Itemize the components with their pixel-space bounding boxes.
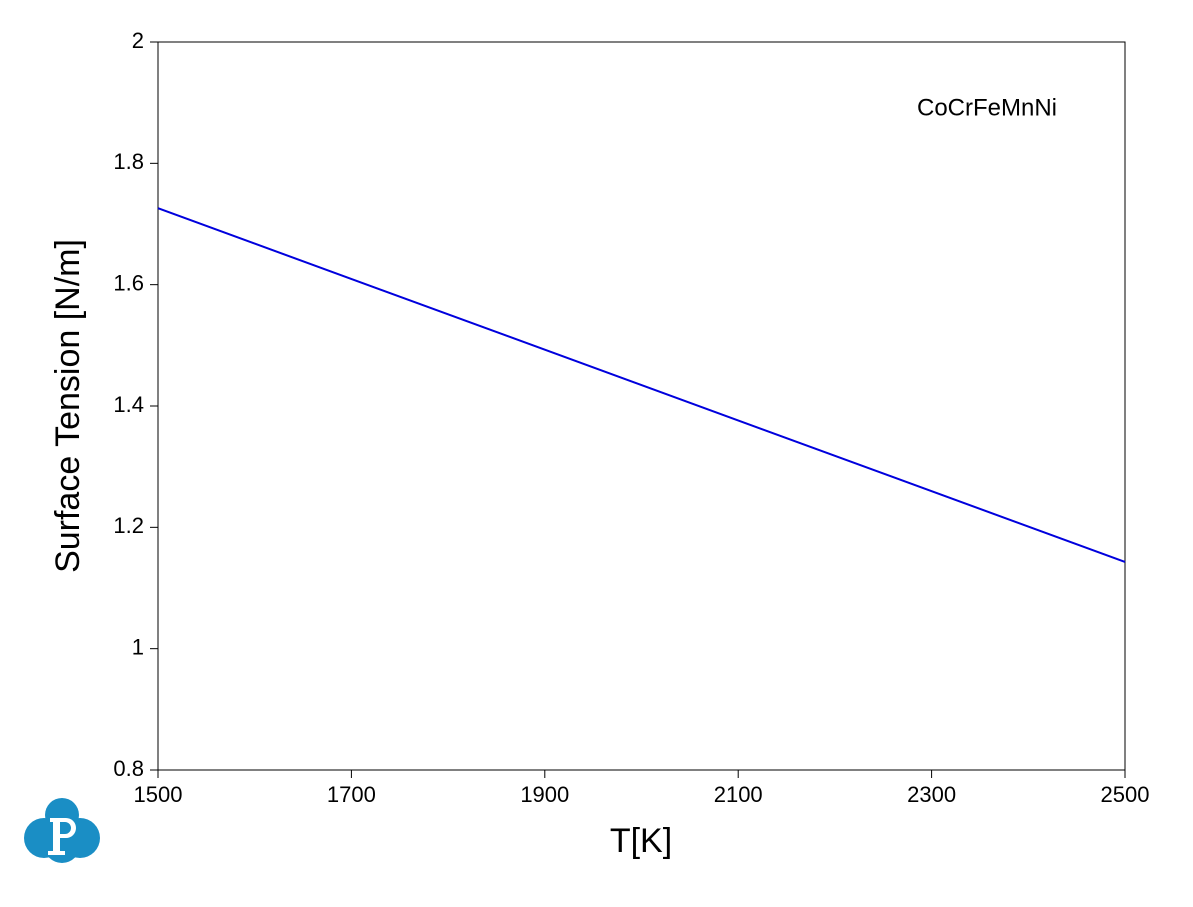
y-axis-label: Surface Tension [N/m] bbox=[49, 239, 87, 573]
x-tick-label: 2300 bbox=[907, 782, 956, 807]
x-axis-label: T[K] bbox=[610, 822, 672, 860]
x-tick-label: 2100 bbox=[714, 782, 763, 807]
annotation: CoCrFeMnNi bbox=[917, 94, 1057, 121]
y-tick-label: 1.8 bbox=[113, 149, 144, 174]
logo bbox=[24, 798, 100, 863]
y-tick-label: 0.8 bbox=[113, 756, 144, 781]
y-tick-label: 1.6 bbox=[113, 270, 144, 295]
y-tick-label: 1.2 bbox=[113, 513, 144, 538]
y-tick-label: 2 bbox=[132, 28, 144, 53]
x-tick-label: 1700 bbox=[327, 782, 376, 807]
x-tick-label: 2500 bbox=[1101, 782, 1150, 807]
data-line bbox=[157, 207, 1126, 563]
x-tick-label: 1500 bbox=[134, 782, 183, 807]
y-tick-label: 1 bbox=[132, 634, 144, 659]
x-tick-label: 1900 bbox=[520, 782, 569, 807]
y-tick-label: 1.4 bbox=[113, 392, 144, 417]
plot-frame bbox=[157, 41, 1126, 771]
